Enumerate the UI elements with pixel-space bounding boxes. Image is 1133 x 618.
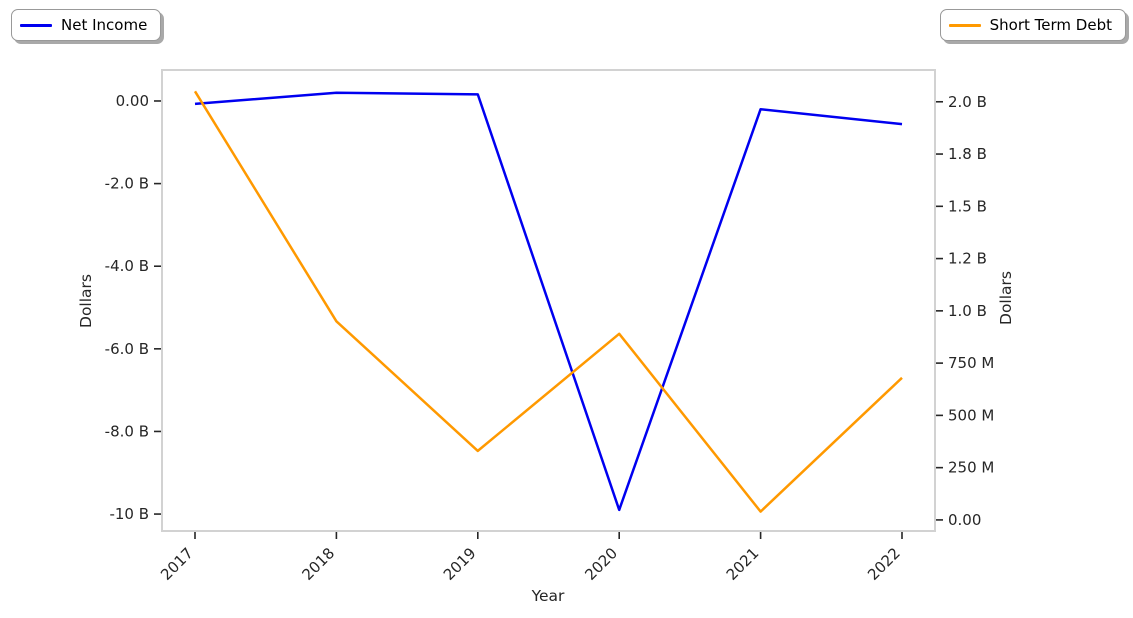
x-tick-label: 2021 (723, 544, 763, 584)
left-tick-label: -2.0 B (105, 175, 149, 193)
left-tick-label: -4.0 B (105, 257, 149, 275)
series-line-net-income (194, 91, 903, 512)
right-tick-label: 500 M (948, 406, 994, 424)
left-tick-label: 0.00 (116, 92, 149, 110)
right-tick-label: 0.00 (948, 511, 981, 529)
x-tick-label: 2017 (157, 544, 197, 584)
right-tick-label: 1.2 B (948, 250, 987, 268)
series-line-short-term-debt (193, 90, 903, 513)
net-income-line-swatch (20, 23, 52, 27)
right-tick-label: 1.8 B (948, 145, 987, 163)
right-tick-label: 750 M (948, 354, 994, 372)
right-tick-label: 1.0 B (948, 302, 987, 320)
legend-short-term-debt-label: Short Term Debt (989, 16, 1112, 34)
short-term-debt-line-swatch (948, 23, 981, 27)
x-axis-title: Year (531, 587, 565, 605)
x-tick-label: 2022 (864, 544, 904, 584)
right-tick-label: 250 M (948, 459, 994, 477)
left-tick-label: -6.0 B (105, 340, 149, 358)
right-axis-title: Dollars (997, 271, 1015, 325)
left-tick-label: -8.0 B (105, 422, 149, 440)
right-tick-label: 1.5 B (948, 197, 987, 215)
left-tick-label: -10 B (109, 505, 149, 523)
legend-net-income: Net Income (11, 9, 162, 41)
x-tick-label: 2018 (298, 544, 338, 584)
x-tick-label: 2019 (440, 544, 480, 584)
left-axis-title: Dollars (77, 274, 95, 328)
x-tick-label: 2020 (581, 544, 621, 584)
right-tick-label: 2.0 B (948, 93, 987, 111)
legend-net-income-label: Net Income (61, 16, 148, 34)
legend-short-term-debt: Short Term Debt (939, 9, 1126, 41)
